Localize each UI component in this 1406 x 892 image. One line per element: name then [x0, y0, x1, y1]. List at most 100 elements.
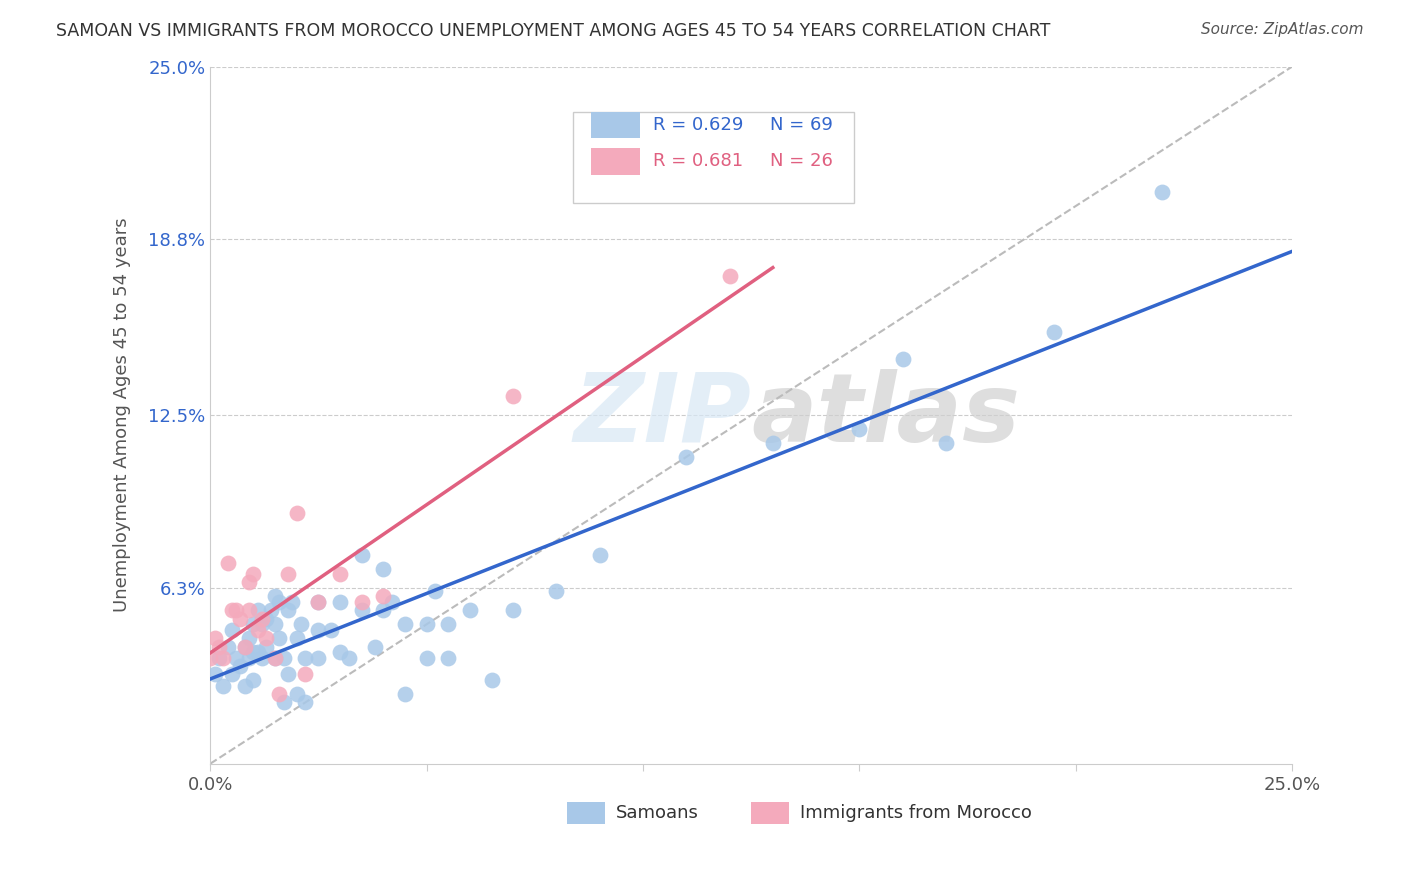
- Text: R = 0.681: R = 0.681: [652, 153, 742, 170]
- Point: [718, 268, 741, 283]
- Point: [229, 659, 252, 673]
- Point: [848, 422, 870, 436]
- Point: [256, 632, 278, 646]
- Point: [1043, 325, 1066, 339]
- Point: [329, 645, 352, 659]
- Text: Samoans: Samoans: [616, 805, 699, 822]
- Bar: [591, 148, 640, 175]
- Bar: [591, 112, 640, 138]
- Point: [321, 623, 343, 637]
- Point: [307, 650, 329, 665]
- Bar: [751, 802, 789, 824]
- Text: atlas: atlas: [751, 368, 1021, 462]
- Point: [281, 595, 304, 609]
- Point: [233, 679, 256, 693]
- Point: [1152, 185, 1174, 199]
- Point: [415, 650, 437, 665]
- Bar: [567, 802, 605, 824]
- Point: [307, 595, 329, 609]
- Point: [381, 595, 404, 609]
- Point: [329, 595, 352, 609]
- Point: [221, 603, 243, 617]
- Point: [238, 650, 260, 665]
- Point: [762, 436, 785, 450]
- Point: [437, 650, 460, 665]
- Point: [294, 650, 316, 665]
- Point: [294, 667, 316, 681]
- Point: [256, 640, 278, 654]
- Point: [250, 612, 273, 626]
- Point: [394, 687, 416, 701]
- Point: [233, 640, 256, 654]
- Point: [285, 506, 308, 520]
- Point: [221, 623, 243, 637]
- Point: [363, 640, 385, 654]
- Point: [373, 590, 395, 604]
- Point: [217, 640, 239, 654]
- Point: [458, 603, 481, 617]
- Point: [242, 617, 264, 632]
- Point: [269, 632, 291, 646]
- Point: [221, 667, 243, 681]
- Point: [273, 695, 295, 709]
- Point: [437, 617, 460, 632]
- Point: [373, 603, 395, 617]
- Point: [277, 603, 299, 617]
- Point: [350, 603, 373, 617]
- Point: [502, 389, 524, 403]
- Point: [264, 650, 287, 665]
- Point: [394, 617, 416, 632]
- Point: [217, 556, 239, 570]
- Point: [350, 548, 373, 562]
- Point: [285, 632, 308, 646]
- Point: [290, 617, 312, 632]
- Point: [225, 603, 247, 617]
- Point: [246, 623, 269, 637]
- Point: [329, 567, 352, 582]
- Point: [204, 667, 226, 681]
- Point: [233, 640, 256, 654]
- Point: [415, 617, 437, 632]
- Text: Immigrants from Morocco: Immigrants from Morocco: [800, 805, 1032, 822]
- Point: [264, 617, 287, 632]
- Point: [256, 612, 278, 626]
- Point: [307, 595, 329, 609]
- Point: [285, 687, 308, 701]
- Point: [250, 650, 273, 665]
- Point: [208, 640, 231, 654]
- Point: [502, 603, 524, 617]
- Point: [246, 645, 269, 659]
- Point: [294, 695, 316, 709]
- Point: [246, 603, 269, 617]
- Point: [269, 595, 291, 609]
- Point: [242, 567, 264, 582]
- Point: [229, 612, 252, 626]
- Point: [225, 650, 247, 665]
- Point: [675, 450, 697, 464]
- Point: [589, 548, 612, 562]
- Point: [250, 617, 273, 632]
- Point: [425, 583, 447, 598]
- Point: [546, 583, 568, 598]
- Point: [208, 650, 231, 665]
- Point: [238, 632, 260, 646]
- Point: [350, 595, 373, 609]
- Point: [269, 687, 291, 701]
- Point: [212, 679, 235, 693]
- Point: [307, 623, 329, 637]
- Point: [204, 632, 226, 646]
- Text: N = 69: N = 69: [769, 116, 832, 134]
- Point: [277, 667, 299, 681]
- Point: [337, 650, 360, 665]
- Point: [373, 561, 395, 575]
- Point: [238, 575, 260, 590]
- Text: N = 26: N = 26: [769, 153, 832, 170]
- Point: [935, 436, 957, 450]
- Point: [242, 673, 264, 687]
- Point: [891, 352, 914, 367]
- Point: [264, 590, 287, 604]
- Point: [277, 567, 299, 582]
- Point: [242, 645, 264, 659]
- Point: [238, 603, 260, 617]
- FancyBboxPatch shape: [572, 112, 853, 202]
